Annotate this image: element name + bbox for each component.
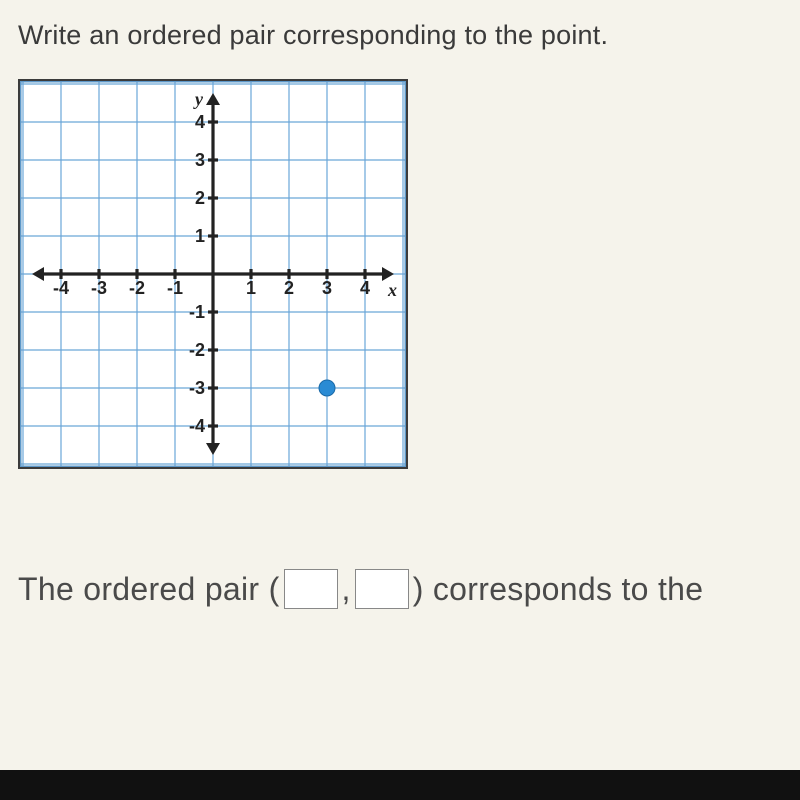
svg-text:-1: -1 <box>189 302 205 322</box>
svg-text:-2: -2 <box>189 340 205 360</box>
svg-text:1: 1 <box>195 226 205 246</box>
svg-text:2: 2 <box>284 278 294 298</box>
svg-text:-4: -4 <box>53 278 69 298</box>
svg-text:-4: -4 <box>189 416 205 436</box>
svg-text:y: y <box>193 89 204 109</box>
coordinate-graph: -4 -3 -2 -1 1 2 3 4 4 3 2 1 -1 -2 -3 -4 x y <box>18 79 408 469</box>
answer-text-suffix: ) corresponds to the <box>413 571 704 608</box>
question-prompt: Write an ordered pair corresponding to t… <box>18 20 782 51</box>
y-input-blank[interactable] <box>355 569 409 609</box>
svg-text:2: 2 <box>195 188 205 208</box>
svg-text:-3: -3 <box>189 378 205 398</box>
svg-text:-3: -3 <box>91 278 107 298</box>
answer-comma: , <box>342 571 351 608</box>
svg-text:x: x <box>387 280 397 300</box>
svg-text:4: 4 <box>360 278 370 298</box>
graph-svg: -4 -3 -2 -1 1 2 3 4 4 3 2 1 -1 -2 -3 -4 x y <box>20 81 406 467</box>
svg-text:-2: -2 <box>129 278 145 298</box>
svg-text:3: 3 <box>195 150 205 170</box>
svg-text:4: 4 <box>195 112 205 132</box>
svg-text:1: 1 <box>246 278 256 298</box>
svg-text:3: 3 <box>322 278 332 298</box>
answer-text-prefix: The ordered pair ( <box>18 571 280 608</box>
answer-sentence: The ordered pair ( , ) corresponds to th… <box>18 569 782 609</box>
svg-text:-1: -1 <box>167 278 183 298</box>
x-input-blank[interactable] <box>284 569 338 609</box>
window-bottom-bar <box>0 770 800 800</box>
